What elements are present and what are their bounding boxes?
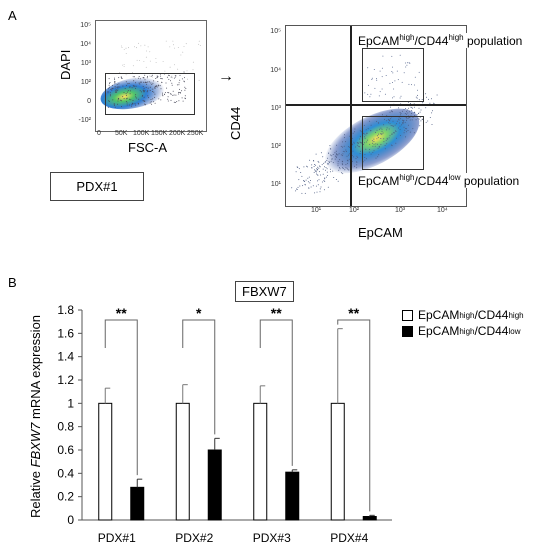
fsc-xlabel: FSC-A (128, 140, 167, 155)
legend-high-prefix: EpCAM (418, 308, 460, 322)
legend-low-sup2: low (508, 326, 521, 336)
y-tick-label: 1.6 (57, 326, 74, 340)
y-tick-label: 1 (67, 396, 74, 410)
legend: EpCAM high/CD44 high EpCAM high/CD44 low (402, 307, 524, 339)
bar (130, 486, 145, 521)
y-tick-label: 0 (67, 513, 74, 527)
pop-low-label: EpCAMhigh/CD44low population (358, 173, 520, 188)
dapi-y-tick: 10³ (80, 60, 91, 67)
bar (285, 471, 300, 521)
cd44-y-tick: 10² (270, 143, 281, 150)
cd44-y-tick: 10⁵ (270, 28, 281, 35)
pop-high-sup2: high (448, 33, 464, 42)
category-label: PDX#3 (253, 531, 291, 545)
bar (253, 402, 268, 521)
dapi-scatter-dots (100, 40, 201, 110)
y-tick-label: 0.2 (57, 490, 74, 504)
sample-label-box: PDX#1 (50, 172, 144, 201)
gating-arrow: → (218, 68, 234, 85)
cd44-y-tick: 10¹ (270, 181, 281, 188)
legend-high-mid: /CD44 (474, 308, 509, 322)
fsc-x-tick: 100K (133, 130, 150, 137)
legend-swatch-high (402, 309, 413, 321)
epcam-x-tick: 10³ (395, 207, 406, 214)
dapi-y-tick: -10² (78, 117, 91, 124)
fsc-x-tick: 0 (97, 130, 101, 137)
category-label: PDX#4 (330, 531, 368, 545)
significance-bracket (104, 319, 138, 476)
dapi-y-tick: 10² (80, 79, 91, 86)
pop-low-sup1: high (399, 173, 415, 182)
fsc-x-tick: 150K (151, 130, 168, 137)
legend-item-low: EpCAM high/CD44 low (402, 323, 524, 339)
epcam-x-tick: 10² (349, 207, 360, 214)
y-tick-label: 1.4 (57, 350, 74, 364)
quadrant-line-vertical[interactable] (350, 26, 352, 206)
significance-bracket (182, 319, 216, 435)
cd44-y-tick: 10⁴ (270, 67, 281, 74)
significance-label: ** (271, 305, 282, 321)
pop-high-sup1: high (399, 33, 415, 42)
bar (362, 516, 377, 521)
dapi-y-tick: 0 (87, 98, 91, 105)
epcam-x-tick: 10⁴ (437, 207, 448, 214)
cd44-y-tick: 10³ (270, 105, 281, 112)
bar (207, 449, 222, 521)
epcam-x-tick: 10¹ (311, 207, 322, 214)
dapi-y-tick: 10⁴ (80, 41, 91, 48)
legend-high-sup2: high (508, 310, 524, 320)
gene-box: FBXW7 (235, 281, 294, 302)
category-label: PDX#2 (175, 531, 213, 545)
panel-b-letter: B (8, 275, 17, 290)
bar (330, 402, 345, 521)
legend-item-high: EpCAM high/CD44 high (402, 307, 524, 323)
pop-high-label: EpCAMhigh/CD44high population (358, 33, 523, 48)
fsc-x-tick: 250K (187, 130, 204, 137)
significance-label: * (196, 305, 202, 321)
dapi-y-tick: 10⁵ (80, 22, 91, 29)
cd44-scatter-dots (291, 54, 438, 194)
dapi-gate[interactable] (105, 73, 195, 115)
legend-high-sup1: high (459, 310, 475, 320)
gate-low[interactable] (362, 116, 424, 170)
pop-low-suffix: population (460, 174, 520, 188)
pop-high-mid: /CD44 (414, 34, 449, 48)
y-tick-label: 1.2 (57, 373, 74, 387)
pop-high-suffix: population (463, 34, 523, 48)
pop-low-mid: /CD44 (414, 174, 449, 188)
significance-bracket (337, 319, 371, 512)
significance-label: ** (348, 305, 359, 321)
fsc-x-tick: 50K (115, 130, 128, 137)
bar (175, 402, 190, 521)
panel-a-letter: A (8, 8, 17, 23)
pop-high-prefix: EpCAM (358, 34, 400, 48)
legend-low-mid: /CD44 (474, 324, 509, 338)
legend-low-prefix: EpCAM (418, 324, 460, 338)
dapi-fsc-plot (95, 20, 207, 132)
legend-low-sup1: high (459, 326, 475, 336)
y-tick-label: 1.8 (57, 303, 74, 317)
bar (98, 402, 113, 521)
gate-high[interactable] (362, 48, 424, 102)
epcam-xlabel: EpCAM (358, 225, 403, 240)
quadrant-line-horizontal[interactable] (286, 104, 466, 106)
legend-swatch-low (402, 325, 413, 337)
significance-label: ** (116, 305, 127, 321)
fsc-x-tick: 200K (169, 130, 186, 137)
y-tick-label: 0.6 (57, 443, 74, 457)
pop-low-prefix: EpCAM (358, 174, 400, 188)
pop-low-sup2: low (448, 173, 461, 182)
category-label: PDX#1 (98, 531, 136, 545)
y-tick-label: 0.4 (57, 466, 74, 480)
y-tick-label: 0.8 (57, 420, 74, 434)
significance-bracket (259, 319, 293, 466)
